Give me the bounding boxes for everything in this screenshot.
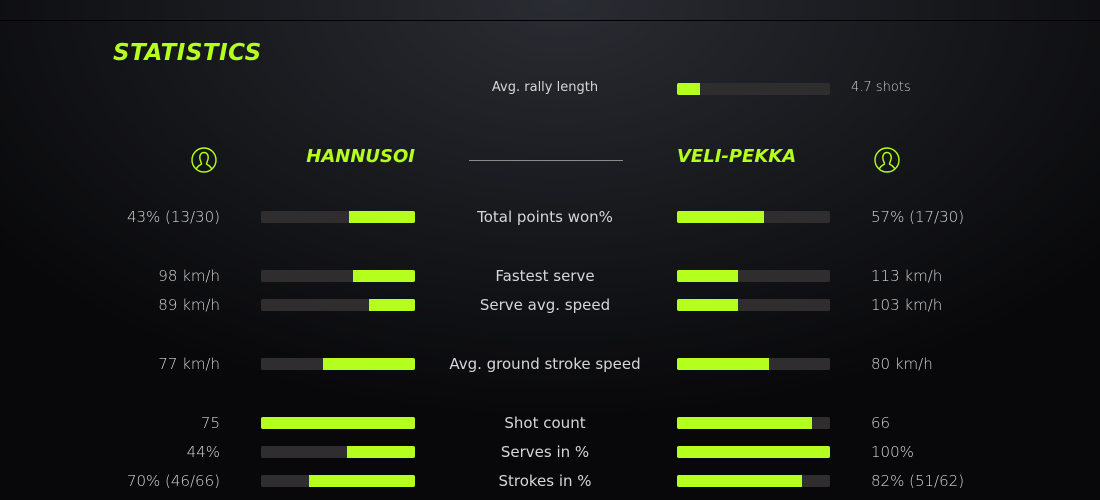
stat-left-bar — [261, 417, 415, 429]
stat-left-bar-fill — [261, 417, 415, 429]
stat-left-value: 89 km/h — [158, 296, 220, 314]
stat-row: 98 km/h Fastest serve 113 km/h — [0, 267, 1100, 287]
rally-row: Avg. rally length 4.7 shots — [0, 80, 1100, 100]
rally-value: 4.7 shots — [851, 80, 911, 95]
stat-right-bar — [677, 270, 830, 282]
stat-left-bar-fill — [368, 299, 415, 311]
stat-right-value: 57% (17/30) — [871, 208, 965, 226]
top-divider — [0, 20, 1100, 21]
stat-right-value: 100% — [871, 443, 914, 461]
stat-left-bar — [261, 446, 415, 458]
stat-right-bar — [677, 475, 830, 487]
stat-row: 70% (46/66) Strokes in % 82% (51/62) — [0, 472, 1100, 492]
stat-right-bar-fill — [677, 417, 812, 429]
stat-left-bar-fill — [308, 475, 415, 487]
stat-left-value: 44% — [186, 443, 220, 461]
stat-left-bar — [261, 299, 415, 311]
stat-left-bar-fill — [347, 446, 415, 458]
stat-label: Total points won% — [477, 208, 613, 226]
player-right-name: VELI-PEKKA — [677, 146, 797, 167]
stat-left-value: 70% (46/66) — [126, 472, 220, 490]
stat-row: 75 Shot count 66 — [0, 414, 1100, 434]
stat-left-bar — [261, 211, 415, 223]
stat-left-value: 75 — [200, 414, 220, 432]
rally-bar — [677, 83, 830, 95]
page-title: STATISTICS — [113, 40, 262, 66]
stat-row: 77 km/h Avg. ground stroke speed 80 km/h — [0, 355, 1100, 375]
stat-label: Strokes in % — [498, 472, 592, 490]
stat-row: 43% (13/30) Total points won% 57% (17/30… — [0, 208, 1100, 228]
stat-left-bar — [261, 358, 415, 370]
stat-right-value: 80 km/h — [871, 355, 933, 373]
stat-left-bar-fill — [353, 270, 415, 282]
stat-label: Fastest serve — [495, 267, 595, 285]
stat-label: Shot count — [504, 414, 586, 432]
stat-right-bar — [677, 446, 830, 458]
stat-row: 44% Serves in % 100% — [0, 443, 1100, 463]
stat-right-bar-fill — [677, 446, 830, 458]
stat-left-bar-fill — [322, 358, 415, 370]
stat-right-value: 66 — [871, 414, 891, 432]
stat-right-bar-fill — [677, 270, 739, 282]
players-divider — [469, 160, 623, 161]
stat-right-bar — [677, 299, 830, 311]
stat-label: Serves in % — [500, 443, 590, 461]
stat-right-bar — [677, 417, 830, 429]
user-avatar-icon — [191, 147, 217, 173]
stat-right-bar-fill — [677, 475, 803, 487]
stat-left-value: 43% (13/30) — [126, 208, 220, 226]
stat-right-bar-fill — [677, 358, 769, 370]
stat-row: 89 km/h Serve avg. speed 103 km/h — [0, 296, 1100, 316]
rally-label: Avg. rally length — [491, 80, 599, 95]
stat-right-bar-fill — [677, 299, 739, 311]
stat-left-bar-fill — [348, 211, 415, 223]
stat-label: Serve avg. speed — [479, 296, 611, 314]
stat-label: Avg. ground stroke speed — [449, 355, 641, 373]
player-left-name: HANNUSOI — [306, 146, 415, 167]
rally-bar-fill — [677, 83, 700, 95]
stat-right-bar-fill — [677, 211, 765, 223]
stat-left-bar — [261, 475, 415, 487]
stat-left-value: 98 km/h — [158, 267, 220, 285]
stat-left-bar — [261, 270, 415, 282]
stat-right-bar — [677, 358, 830, 370]
stat-right-value: 82% (51/62) — [871, 472, 965, 490]
stat-right-bar — [677, 211, 830, 223]
stat-left-value: 77 km/h — [158, 355, 220, 373]
stat-right-value: 103 km/h — [871, 296, 943, 314]
stat-right-value: 113 km/h — [871, 267, 943, 285]
user-avatar-icon — [874, 147, 900, 173]
